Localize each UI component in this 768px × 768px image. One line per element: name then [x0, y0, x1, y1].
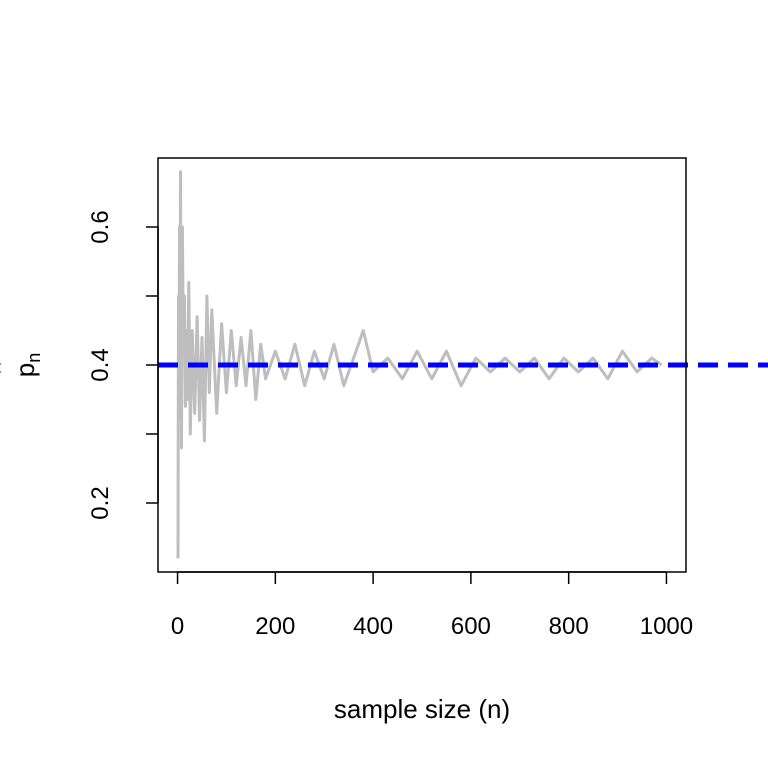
x-tick-label: 200 — [255, 613, 295, 640]
series-line-running-proportion — [176, 170, 663, 559]
x-axis-label: sample size (n) — [334, 694, 510, 724]
y-axis: 0.2 0.4 0.6 — [87, 210, 159, 520]
x-tick-label: 800 — [549, 613, 589, 640]
y-axis-label-subscript: n — [24, 353, 44, 363]
y-tick-label: 0.4 — [87, 348, 114, 381]
x-axis: 0 200 400 600 800 1000 — [171, 571, 693, 640]
y-axis-label: pn — [10, 353, 44, 377]
x-tick-label: 600 — [451, 613, 491, 640]
y-tick-label: 0.2 — [87, 486, 114, 519]
x-tick-label: 0 — [171, 613, 184, 640]
y-axis-label-hat: ^ — [0, 362, 13, 373]
series-layer — [176, 170, 663, 559]
y-tick-label: 0.6 — [87, 210, 114, 243]
y-axis-label-base: p — [10, 363, 40, 377]
x-tick-label: 400 — [353, 613, 393, 640]
x-tick-label: 1000 — [640, 613, 693, 640]
